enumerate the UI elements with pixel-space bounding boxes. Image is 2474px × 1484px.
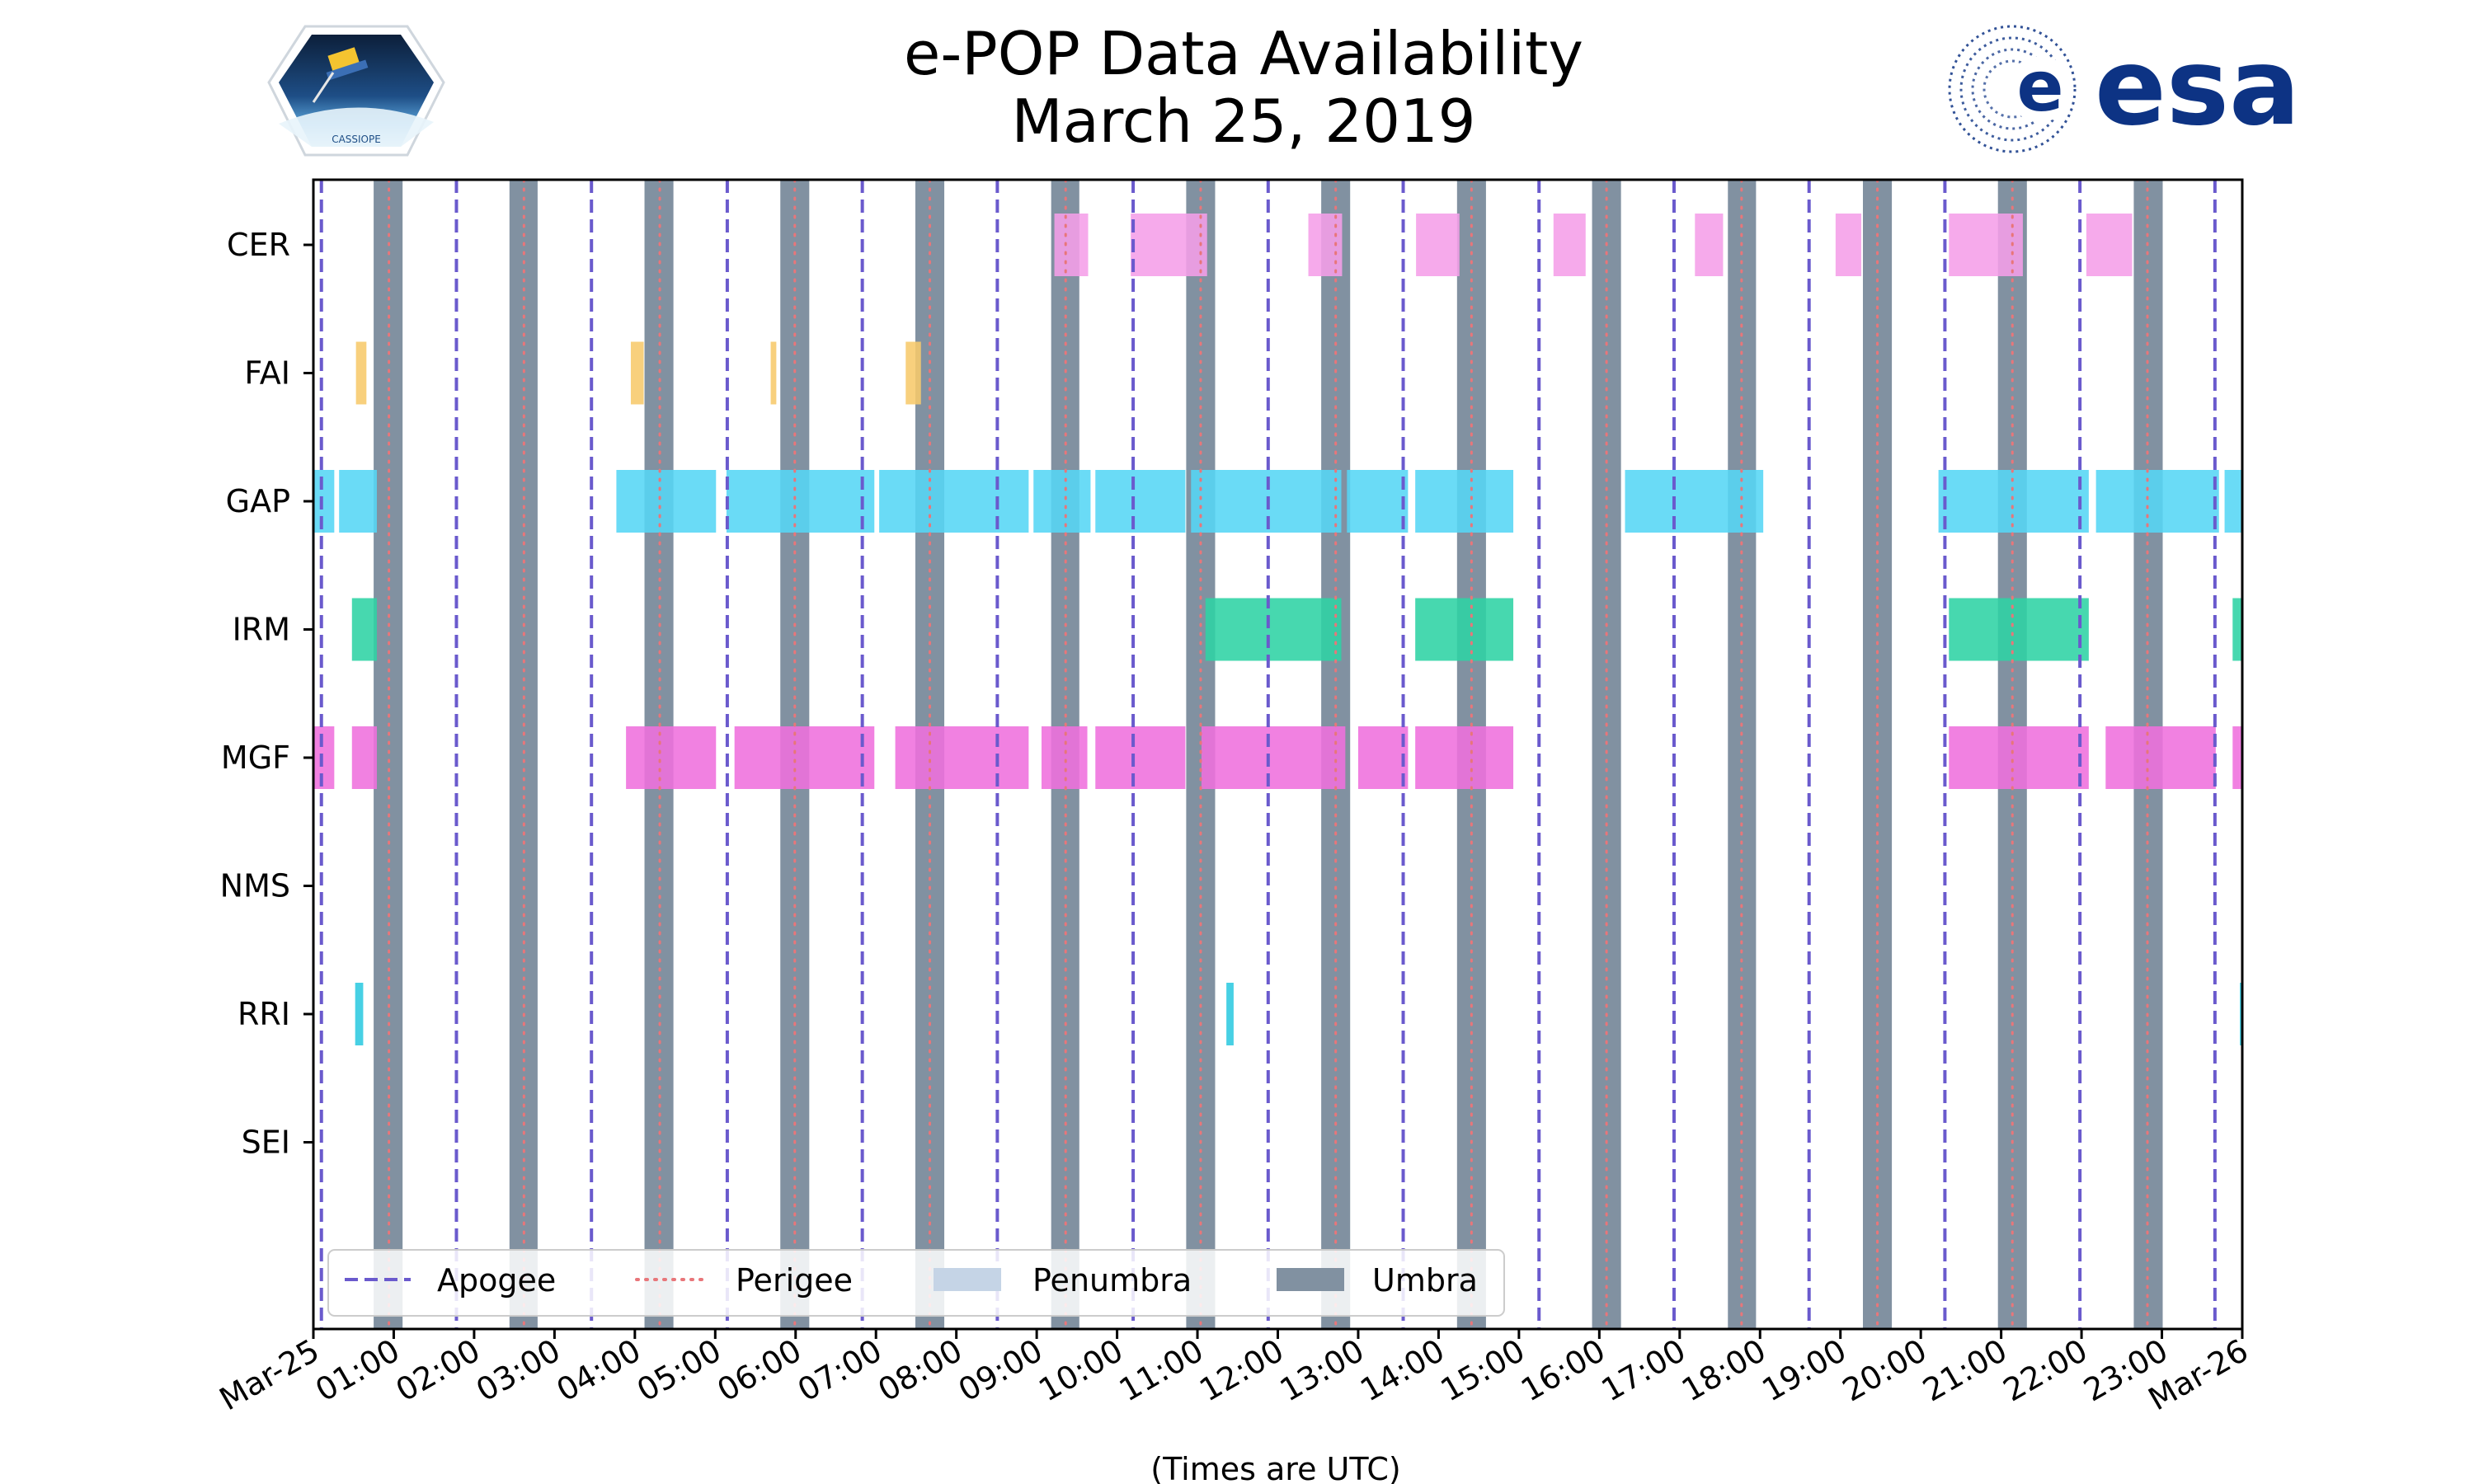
x-tick-label: 21:00 xyxy=(1917,1332,2013,1409)
x-tick-label: 15:00 xyxy=(1435,1332,1531,1409)
svg-text:e: e xyxy=(2017,46,2064,127)
gap-availability-bar xyxy=(1033,470,1091,533)
esa-logo-text: esa xyxy=(2095,26,2300,149)
y-tick-label-irm: IRM xyxy=(233,612,290,648)
x-tick-label: 13:00 xyxy=(1274,1332,1371,1409)
cer-availability-bar xyxy=(1835,214,1862,276)
mgf-availability-bar xyxy=(1357,726,1409,789)
cer-availability-bar xyxy=(2086,214,2133,276)
gap-availability-bar xyxy=(1095,470,1186,533)
x-tick-label: 01:00 xyxy=(309,1332,406,1409)
gap-availability-bar xyxy=(1415,470,1514,533)
x-tick-label: 20:00 xyxy=(1837,1332,1933,1409)
gap-availability-bar xyxy=(2224,470,2242,533)
chart-title-line2: March 25, 2019 xyxy=(1012,87,1476,156)
y-tick-label-fai: FAI xyxy=(244,355,290,392)
cer-availability-bar xyxy=(1553,214,1586,276)
mgf-availability-bar xyxy=(1201,726,1346,789)
mgf-availability-bar xyxy=(895,726,1029,789)
mgf-availability-bar xyxy=(1949,726,2089,789)
mgf-availability-bar xyxy=(313,726,335,789)
x-tick-label: 17:00 xyxy=(1595,1332,1691,1409)
legend-umbra-label: Umbra xyxy=(1372,1262,1478,1298)
chart-title-line1: e-POP Data Availability xyxy=(904,19,1583,88)
mgf-availability-bar xyxy=(2232,726,2242,789)
gap-availability-bar xyxy=(726,470,875,533)
gap-availability-bar xyxy=(313,470,335,533)
x-tick-label: 02:00 xyxy=(390,1332,487,1409)
mgf-availability-bar xyxy=(351,726,377,789)
cer-availability-bar xyxy=(1131,214,1207,276)
orbit-event-lines xyxy=(319,178,2217,1331)
cassiope-mission-logo: CASSIOPE xyxy=(267,25,445,157)
esa-swirl-icon: e xyxy=(1948,25,2077,153)
y-tick-label-sei: SEI xyxy=(242,1125,290,1161)
x-tick-label: 11:00 xyxy=(1113,1332,1210,1409)
x-axis: Mar-2501:0002:0003:0004:0005:0006:0007:0… xyxy=(214,1329,2255,1417)
mgf-availability-bar xyxy=(734,726,875,789)
rri-availability-bar xyxy=(1226,983,1234,1045)
mgf-availability-bar xyxy=(1095,726,1186,789)
fai-availability-bar xyxy=(905,341,921,405)
x-tick-label: 09:00 xyxy=(952,1332,1049,1409)
x-tick-label: 06:00 xyxy=(711,1332,807,1409)
x-tick-label: 10:00 xyxy=(1032,1332,1129,1409)
irm-availability-bar xyxy=(2232,598,2242,661)
x-tick-label: 04:00 xyxy=(550,1332,647,1409)
x-tick-label: 18:00 xyxy=(1676,1332,1772,1409)
irm-availability-bar xyxy=(1415,598,1514,661)
cer-availability-bar xyxy=(1308,214,1343,276)
esa-logo: e esa xyxy=(1948,25,2300,153)
x-tick-label: 19:00 xyxy=(1756,1332,1852,1409)
gap-availability-bar xyxy=(2095,470,2219,533)
rri-availability-bar xyxy=(355,983,364,1045)
y-axis: CER FAI GAP IRM MGF NMS RRI SEI xyxy=(220,227,313,1161)
x-tick-label: 08:00 xyxy=(872,1332,968,1409)
cer-availability-bar xyxy=(1054,214,1089,276)
gap-availability-bar xyxy=(1191,470,1342,533)
x-tick-label: 03:00 xyxy=(470,1332,567,1409)
legend-penumbra-swatch xyxy=(934,1268,1001,1291)
cer-availability-bar xyxy=(1695,214,1724,276)
irm-availability-bar xyxy=(351,598,377,661)
legend-box xyxy=(327,1249,1505,1317)
gap-availability-bar xyxy=(1625,470,1764,533)
irm-availability-bar xyxy=(1205,598,1342,661)
y-tick-label-nms: NMS xyxy=(220,868,290,904)
fai-availability-bar xyxy=(355,341,367,405)
x-tick-label: 12:00 xyxy=(1193,1332,1290,1409)
gap-availability-bar xyxy=(879,470,1029,533)
gap-availability-bar xyxy=(339,470,377,533)
mgf-availability-bar xyxy=(1415,726,1514,789)
y-tick-label-gap: GAP xyxy=(226,483,290,519)
mgf-availability-bar xyxy=(2105,726,2216,789)
x-tick-label: 14:00 xyxy=(1354,1332,1451,1409)
legend-penumbra-label: Penumbra xyxy=(1032,1262,1192,1298)
y-tick-label-mgf: MGF xyxy=(221,740,290,776)
x-tick-label: 07:00 xyxy=(792,1332,888,1409)
x-axis-label: (Times are UTC) xyxy=(1150,1451,1400,1484)
availability-bars xyxy=(313,214,2243,1045)
y-tick-label-cer: CER xyxy=(227,227,290,263)
legend-apogee-label: Apogee xyxy=(437,1262,556,1298)
fai-availability-bar xyxy=(770,341,777,405)
cer-availability-bar xyxy=(1949,214,2023,276)
gap-availability-bar xyxy=(616,470,717,533)
cer-availability-bar xyxy=(1416,214,1460,276)
legend-umbra-swatch xyxy=(1277,1268,1344,1291)
y-tick-label-rri: RRI xyxy=(238,996,290,1032)
x-tick-label: 22:00 xyxy=(1997,1332,2094,1409)
fai-availability-bar xyxy=(630,341,644,405)
mgf-availability-bar xyxy=(626,726,717,789)
irm-availability-bar xyxy=(1949,598,2089,661)
mission-logo-text: CASSIOPE xyxy=(332,134,381,145)
x-tick-label: 05:00 xyxy=(631,1332,727,1409)
x-tick-label: Mar-25 xyxy=(214,1332,326,1418)
gap-availability-bar xyxy=(1347,470,1409,533)
x-tick-label: 16:00 xyxy=(1515,1332,1611,1409)
legend-perigee-label: Perigee xyxy=(736,1262,853,1298)
chart-legend: Apogee Perigee Penumbra Umbra xyxy=(327,1249,1505,1317)
